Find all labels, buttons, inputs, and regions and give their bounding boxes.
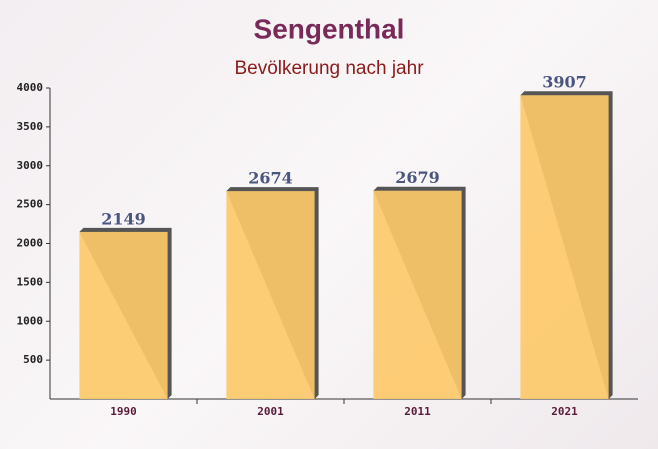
x-tick-label: 1990 (110, 405, 137, 418)
y-tick-label: 1500 (17, 275, 44, 288)
x-tick-label: 2021 (551, 405, 578, 418)
bar (226, 191, 315, 399)
y-tick-label: 4000 (17, 81, 44, 94)
y-tick-label: 2000 (17, 237, 44, 250)
x-tick-label: 2001 (257, 405, 284, 418)
y-tick-label: 1000 (17, 314, 44, 327)
y-tick-label: 500 (23, 353, 43, 366)
value-label: 3907 (542, 73, 587, 92)
bar (79, 231, 168, 399)
y-tick-label: 3000 (17, 159, 44, 172)
y-tick-label: 3500 (17, 120, 44, 133)
x-tick-label: 2011 (404, 405, 431, 418)
bar (520, 95, 609, 400)
value-label: 2679 (395, 168, 440, 187)
value-label: 2149 (101, 209, 146, 228)
value-label: 2674 (248, 169, 293, 188)
chart-subtitle: Bevölkerung nach jahr (234, 58, 424, 79)
bar (373, 190, 462, 399)
chart-title: Sengenthal (254, 13, 405, 44)
y-tick-label: 2500 (17, 198, 44, 211)
